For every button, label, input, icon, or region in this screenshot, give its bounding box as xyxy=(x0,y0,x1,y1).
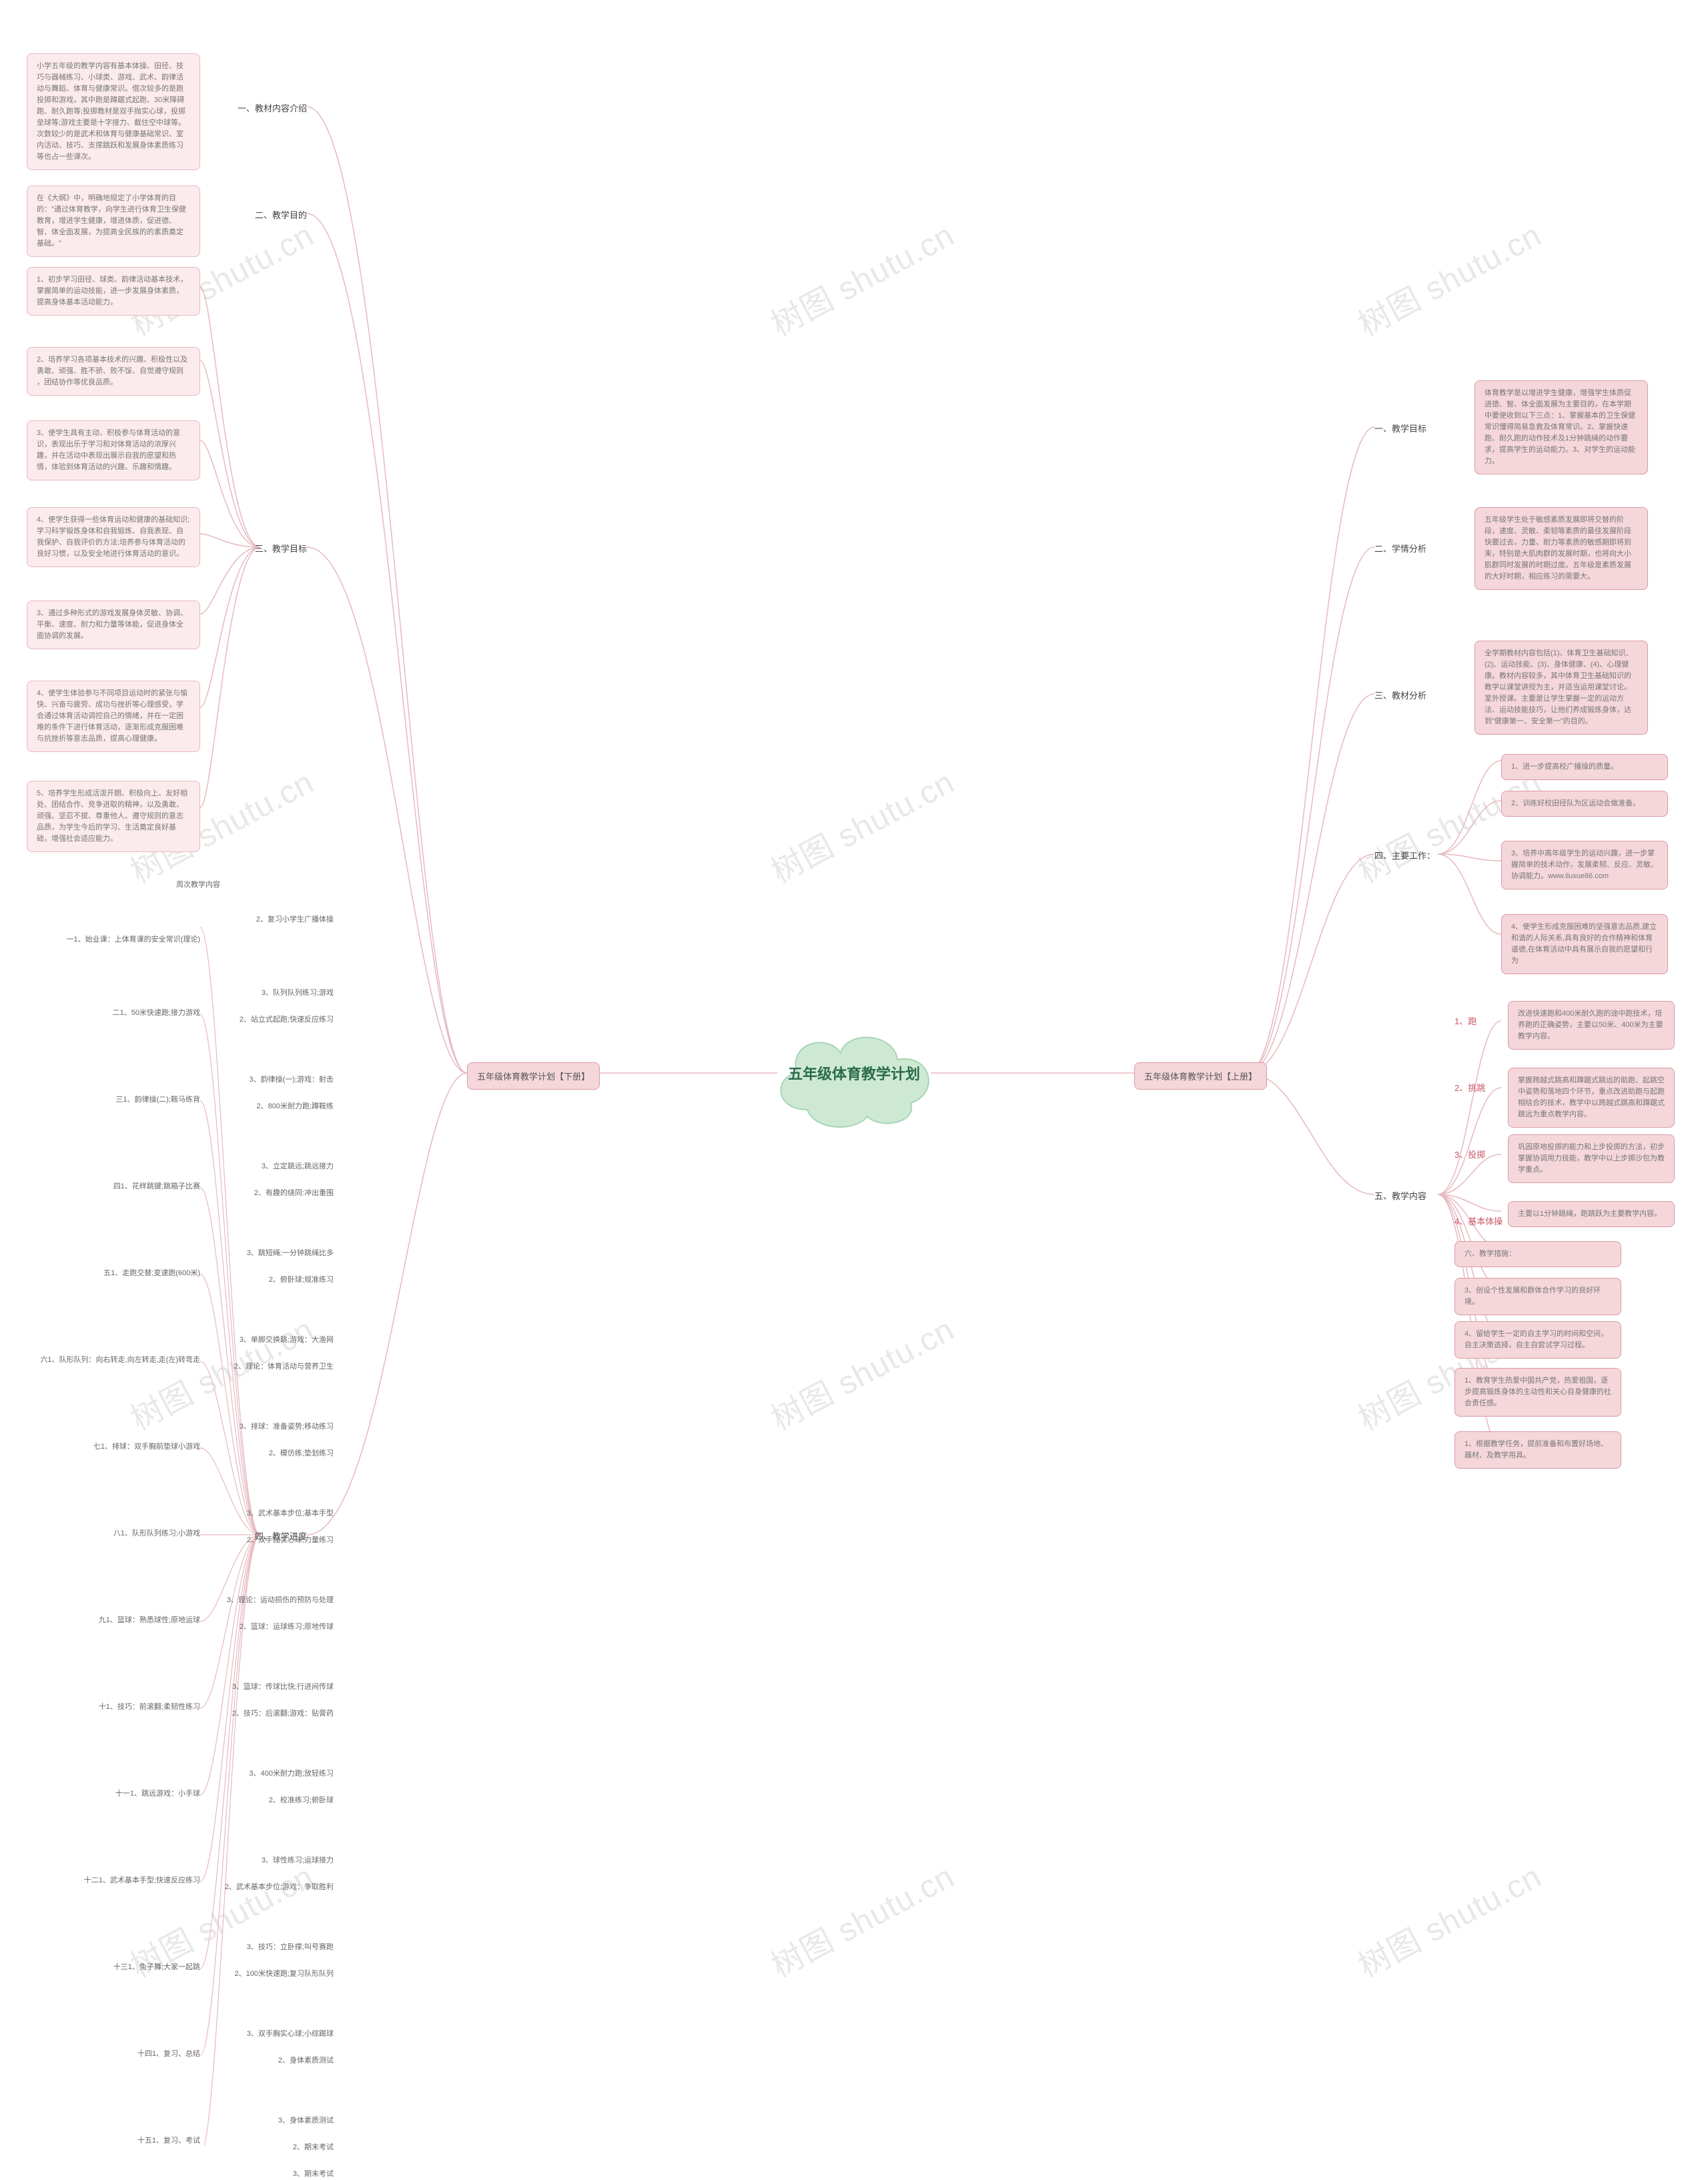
r5-leaf: 巩固原地投掷的能力和上步投掷的方法，初步掌握协调用力技能，教学中以上步掷沙包为教… xyxy=(1508,1134,1675,1183)
sched-right: 2、100米快速跑;复习队形队列 xyxy=(193,1968,334,1980)
sched-right: 2、复习小学生广播体操 xyxy=(193,914,334,926)
center-title: 五年级体育教学计划 xyxy=(767,1016,941,1130)
l3-leaf: 4、使学生体验参与不同项目运动时的紧张与愉快、兴奋与疲劳、成功与挫折等心理感受，… xyxy=(27,681,200,752)
sched-left: 三1、韵律操(二);鞍马练背 xyxy=(33,1094,200,1106)
sched-right: 3、篮球：传球比快;行进间传球 xyxy=(193,1682,334,1693)
sched-left: 八1、队形队列练习;小游戏 xyxy=(33,1528,200,1539)
sched-right: 2、期末考试 xyxy=(193,2142,334,2153)
r4-leaf: 1、进一步提高校广播操的质量。 xyxy=(1501,754,1668,780)
sched-right: 3、400米耐力跑;放轻练习 xyxy=(193,1768,334,1780)
r4-leaf: 4、使学生形成克服困难的坚强意志品质,建立和谐的人际关系,具有良好的合作精神和体… xyxy=(1501,914,1668,974)
sched-left: 十四1、复习、总结 xyxy=(33,2049,200,2060)
r4-leaf: 3、培养中高年级学生的运动兴趣，进一步掌握简单的技术动作，发展柔韧、反应、灵敏、… xyxy=(1501,841,1668,889)
sched-right: 2、模仿练;垫划练习 xyxy=(193,1448,334,1459)
l3-leaf: 3、使学生具有主动、积极参与体育活动的意识，表现出乐于学习和对体育活动的浓厚兴趣… xyxy=(27,420,200,480)
sched-right: 3、武术基本步位;基本手型 xyxy=(193,1508,334,1519)
r5-key: 2、挑跳 xyxy=(1454,1081,1485,1094)
r-leaf-3: 全学期教材内容包括(1)、体育卫生基础知识、(2)、运动技能、(3)、身体健康、… xyxy=(1474,641,1648,735)
sched-left: 九1、篮球：熟悉球性;原地运球 xyxy=(33,1615,200,1626)
r-sec-1: 一、教学目标 xyxy=(1374,422,1426,434)
l-sec-2: 二、教学目的 xyxy=(255,208,307,221)
sched-right: 3、排球：准备姿势;移动练习 xyxy=(193,1421,334,1433)
sched-right: 3、跳短绳;一分钟跳绳比多 xyxy=(193,1248,334,1259)
l-leaf-2: 在《大纲》中，明确地规定了小学体育的目的："通过体育教学，向学生进行体育卫生保健… xyxy=(27,186,200,257)
sched-right: 2、双手抛实心球;力量练习 xyxy=(193,1535,334,1546)
sched-right: 2、理论：体育活动与营养卫生 xyxy=(193,1361,334,1373)
sched-left: 十三1、兔子舞;大家一起跳 xyxy=(33,1962,200,1973)
l-sec-3: 三、教学目标 xyxy=(255,542,307,555)
sched-right: 2、俯卧球;规准练习 xyxy=(193,1275,334,1286)
sched-right: 3、韵律操(一);游戏：射击 xyxy=(193,1074,334,1086)
sched-right: 3、技巧：立卧撑;叫号赛跑 xyxy=(193,1942,334,1953)
sched-left: 六1、队形队列：向右转走,向左转走,走(左)转弯走 xyxy=(33,1355,200,1366)
l3-leaf: 2、培养学习各项基本技术的兴趣、积极性以及勇敢、顽强、胜不骄、败不馁、自觉遵守规… xyxy=(27,347,200,396)
sched-right: 2、有趣的绕同:冲出重围 xyxy=(193,1188,334,1199)
r5-key: 3、投掷 xyxy=(1454,1148,1485,1160)
sched-left: 十1、技巧：前滚翻;柔韧性练习 xyxy=(33,1702,200,1713)
sched-left: 十一1、跳远游戏：小手球 xyxy=(33,1788,200,1800)
r-leaf-1: 体育教学是以增进学生健康，增强学生体质促进德、智、体全面发展为主要目的，在本学期… xyxy=(1474,380,1648,474)
r5-leaf: 4、留给学生一定的自主学习的时间和空间，自主决策选择，自主自尝试学习过程。 xyxy=(1454,1321,1621,1359)
sched-right: 3、立定跳远;跳远接力 xyxy=(193,1161,334,1172)
l4-header: 周次教学内容 xyxy=(176,879,220,891)
r5-leaf: 3、创设个性发展和群体合作学习的良好环境。 xyxy=(1454,1278,1621,1315)
l3-leaf: 1、初步学习田径、球类、韵律活动基本技术，掌握简单的运动技能，进一步发展身体素质… xyxy=(27,267,200,316)
r5-leaf: 改进快速跑和400米耐久跑的途中跑技术，培养跑的正确姿势，主要以50米、400米… xyxy=(1508,1001,1675,1050)
r5-key: 4、基本体操 xyxy=(1454,1214,1503,1227)
sched-right: 3、身体素质测试 xyxy=(193,2115,334,2127)
sched-right: 3、期末考试 xyxy=(193,2169,334,2180)
r5-key: 1、跑 xyxy=(1454,1014,1476,1027)
l-sec-1: 一、教材内容介绍 xyxy=(238,101,307,114)
sched-left: 二1、50米快速跑;接力游戏 xyxy=(33,1008,200,1019)
r-sec-5: 五、教学内容 xyxy=(1374,1189,1426,1202)
r-sec-3: 三、教材分析 xyxy=(1374,689,1426,701)
sched-right: 2、技巧：后滚翻;游戏：贴膏药 xyxy=(193,1708,334,1720)
l3-leaf: 3、通过多种形式的游戏发展身体灵敏、协调、平衡、速度、耐力和力量等体能，促进身体… xyxy=(27,601,200,649)
sched-left: 一1、始业课：上体育课的安全常识(理论) xyxy=(33,934,200,946)
hub-left: 五年级体育教学计划【下册】 xyxy=(467,1062,600,1090)
sched-left: 五1、走跑交替;变速跑(600米) xyxy=(33,1268,200,1279)
sched-left: 十二1、武术基本手型;快速反应练习 xyxy=(33,1875,200,1886)
r5-leaf: 1、根据教学任务，提前准备和布置好场地、器材、及教学用具。 xyxy=(1454,1431,1621,1469)
r4-leaf: 2、训练好校田径队为区运动会做准备。 xyxy=(1501,791,1668,817)
l-leaf-1: 小学五年级的教学内容有基本体操、田径、技巧与器械练习、小球类、游戏、武术、韵律活… xyxy=(27,53,200,170)
r-sec-2: 二、学情分析 xyxy=(1374,542,1426,555)
sched-left: 十五1、复习、考试 xyxy=(33,2135,200,2147)
r5-leaf: 掌握跨越式跳高和蹲踞式跳远的助跑、起跳空中姿势和落地四个环节，重点改进助跑与起跑… xyxy=(1508,1068,1675,1128)
sched-left: 七1、排球：双手胸前垫球小游戏 xyxy=(33,1441,200,1453)
r-leaf-2: 五年级学生处于敏感素质发展即将交替的阶段，速度、灵敏、柔韧等素质的最佳发展阶段快… xyxy=(1474,507,1648,590)
sched-right: 3、理论：运动损伤的预防与处理 xyxy=(193,1595,334,1606)
sched-right: 3、队列队列练习;游戏 xyxy=(193,988,334,999)
sched-right: 2、800米耐力跑;蹲鞍练 xyxy=(193,1101,334,1112)
l3-leaf: 5、培养学生形成活泼开朗、积极向上、友好相处、团结合作、竞争进取的精神，以及勇敢… xyxy=(27,781,200,852)
sched-right: 2、篮球：运球练习;原地传球 xyxy=(193,1621,334,1633)
sched-right: 2、校准练习;俯卧球 xyxy=(193,1795,334,1806)
sched-left: 四1、花样跳键;跳箱子比赛 xyxy=(33,1181,200,1192)
sched-right: 3、球性练习;运球接力 xyxy=(193,1855,334,1866)
sched-right: 3、单脚交换跳;游戏：大渔网 xyxy=(193,1335,334,1346)
sched-right: 3、双手胸实心球;小综踢球 xyxy=(193,2029,334,2040)
sched-right: 2、身体素质测试 xyxy=(193,2055,334,2067)
r5-leaf: 1、教育学生热爱中国共产党，热爱祖国，逐步提高锻炼身体的主动性和关心自身健康的社… xyxy=(1454,1368,1621,1417)
r5-leaf: 六、教学措施： xyxy=(1454,1241,1621,1267)
r5-leaf: 主要以1分钟跳绳，跑跳跃为主要教学内容。 xyxy=(1508,1201,1675,1227)
sched-right: 2、武术基本步位;游戏：争取胜利 xyxy=(193,1882,334,1893)
r-sec-4: 四、主要工作： xyxy=(1374,849,1435,861)
l3-leaf: 4、使学生获得一些体育运动和健康的基础知识;学习科学锻炼身体和自我锻炼、自我表现… xyxy=(27,507,200,567)
sched-right: 2、站立式起跑;快速反应练习 xyxy=(193,1014,334,1026)
hub-right: 五年级体育教学计划【上册】 xyxy=(1134,1062,1267,1090)
